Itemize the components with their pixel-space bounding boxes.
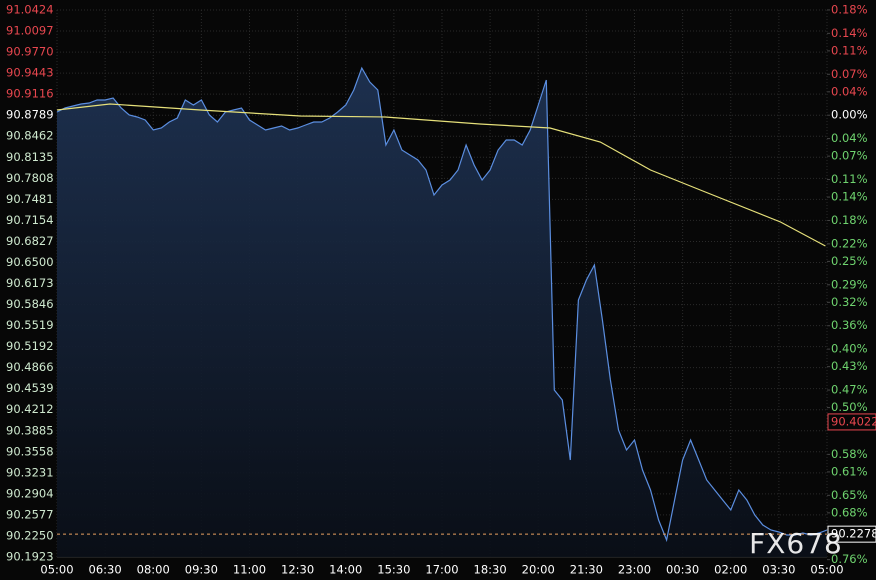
y2-tick-label: 0.61% xyxy=(831,464,868,478)
y-tick-label: 90.7808 xyxy=(6,171,54,185)
y-tick-label: 90.3558 xyxy=(6,444,54,458)
x-tick-label: 09:30 xyxy=(185,563,218,577)
watermark: FX678 xyxy=(749,527,843,560)
y-tick-label: 90.2904 xyxy=(6,486,54,500)
price-label-box xyxy=(827,413,876,431)
y2-tick-label: 0.47% xyxy=(831,383,868,397)
average-line xyxy=(56,103,826,247)
y-tick-label: 90.6500 xyxy=(6,255,54,269)
y-tick-label: 90.9443 xyxy=(6,66,54,80)
y-tick-label: 90.5519 xyxy=(6,318,54,332)
y2-tick-label: 0.32% xyxy=(831,295,868,309)
price-label: 90.4022 xyxy=(831,414,876,428)
x-tick-label: 17:00 xyxy=(425,563,458,577)
y2-tick-label: 0.22% xyxy=(831,236,868,250)
x-tick-label: 14:00 xyxy=(329,563,362,577)
plot xyxy=(56,66,828,557)
y-tick-label: 90.6173 xyxy=(6,276,54,290)
y-tick-label: 90.2250 xyxy=(6,528,54,542)
y-tick-label: 90.8789 xyxy=(6,108,54,122)
x-tick-label: 05:00 xyxy=(810,563,843,577)
price-label-box xyxy=(827,525,876,543)
y-tick-label: 90.4539 xyxy=(6,381,54,395)
y2-tick-label: 0.14% xyxy=(831,190,868,204)
y-tick-label: 90.8462 xyxy=(6,129,54,143)
x-tick-label: 08:00 xyxy=(137,563,170,577)
y2-tick-label: 0.00% xyxy=(831,108,868,122)
y-tick-label: 90.4866 xyxy=(6,360,54,374)
y2-tick-label: 0.14% xyxy=(831,26,868,40)
y-tick-label: 90.5192 xyxy=(6,339,54,353)
y-tick-label: 90.1923 xyxy=(6,550,54,564)
price-label: 90.2278 xyxy=(831,527,876,541)
x-tick-label: 20:00 xyxy=(522,563,555,577)
y-tick-label: 90.3231 xyxy=(6,465,54,479)
x-tick-label: 15:30 xyxy=(377,563,410,577)
y2-tick-label: 0.76% xyxy=(831,552,868,566)
y2-tick-label: 0.58% xyxy=(831,447,868,461)
x-tick-label: 12:30 xyxy=(281,563,314,577)
x-tick-label: 21:30 xyxy=(570,563,603,577)
y2-tick-label: 0.07% xyxy=(831,67,868,81)
y2-tick-label: 0.04% xyxy=(831,84,868,98)
price-area xyxy=(57,68,827,557)
y2-tick-label: 0.40% xyxy=(831,342,868,356)
price-line xyxy=(56,66,828,543)
y2-tick-label: 0.68% xyxy=(831,505,868,519)
y-tick-label: 90.7154 xyxy=(6,213,54,227)
labels: 91.0424 91.0097 90.9770 90.9443 90.9116 90.87… xyxy=(6,2,876,577)
y2-tick-label: 0.11% xyxy=(831,43,868,57)
y-tick-label: 90.2577 xyxy=(6,507,54,521)
y2-tick-label: 0.25% xyxy=(831,254,868,268)
y2-tick-label: 0.29% xyxy=(831,277,868,291)
x-tick-label: 23:00 xyxy=(618,563,651,577)
y-tick-label: 90.4212 xyxy=(6,402,54,416)
x-tick-label: 02:00 xyxy=(714,563,747,577)
y2-tick-label: 0.04% xyxy=(831,131,868,145)
x-tick-label: 05:00 xyxy=(40,563,73,577)
y-tick-label: 91.0424 xyxy=(6,3,54,17)
y2-tick-label: 0.36% xyxy=(831,318,868,332)
y-tick-label: 91.0097 xyxy=(6,24,54,38)
y-tick-label: 90.7481 xyxy=(6,192,54,206)
x-tick-label: 06:30 xyxy=(89,563,122,577)
x-tick-label: 03:30 xyxy=(762,563,795,577)
y2-tick-label: 0.18% xyxy=(831,2,868,16)
x-tick-label: 00:30 xyxy=(666,563,699,577)
x-tick-label: 18:30 xyxy=(474,563,507,577)
y-tick-label: 90.9770 xyxy=(6,45,54,59)
y2-tick-label: 0.07% xyxy=(831,149,868,163)
y-tick-label: 90.9116 xyxy=(6,87,54,101)
y2-tick-label: 0.50% xyxy=(831,400,868,414)
y2-tick-label: 0.11% xyxy=(831,172,868,186)
y-tick-label: 90.3885 xyxy=(6,423,54,437)
y-tick-label: 90.8135 xyxy=(6,150,54,164)
y2-tick-label: 0.43% xyxy=(831,359,868,373)
y2-tick-label: 0.18% xyxy=(831,213,868,227)
x-tick-label: 11:00 xyxy=(233,563,266,577)
y-tick-label: 90.6827 xyxy=(6,234,54,248)
y-tick-label: 90.5846 xyxy=(6,297,54,311)
y2-tick-label: 0.65% xyxy=(831,488,868,502)
